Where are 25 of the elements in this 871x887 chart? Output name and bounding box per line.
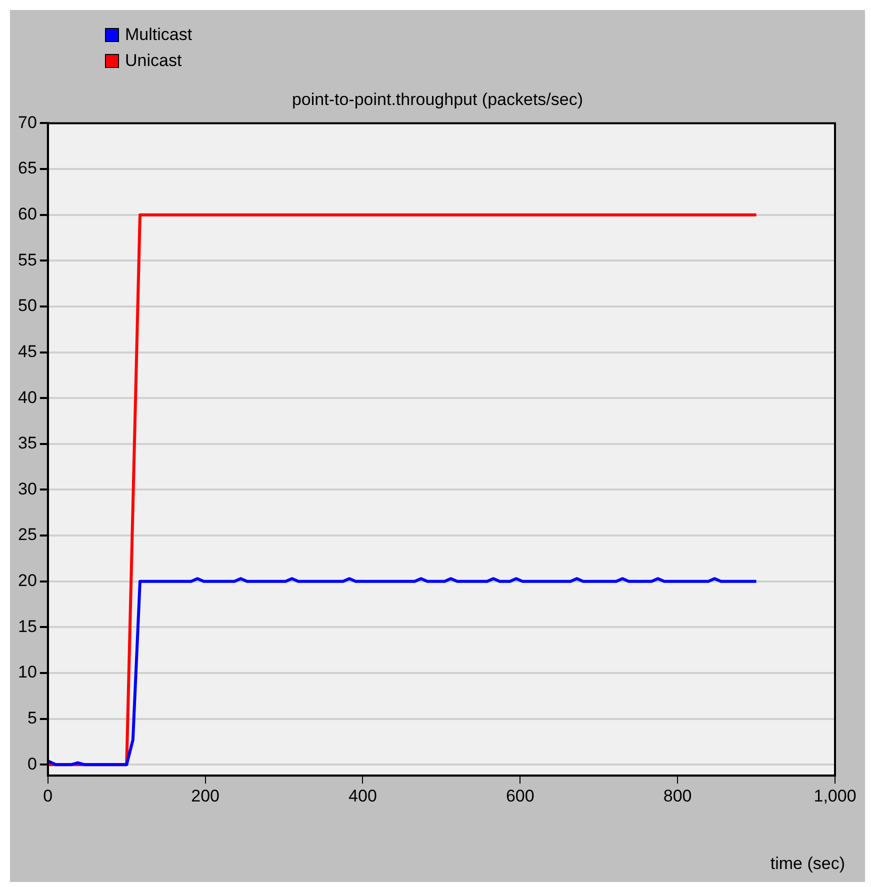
- y-tick-label: 0: [27, 754, 37, 774]
- y-tick-label: 10: [18, 662, 37, 682]
- y-tick-label: 15: [18, 616, 37, 636]
- y-tick-label: 70: [18, 112, 37, 132]
- y-tick-label: 55: [18, 250, 37, 270]
- x-tick-label: 1,000: [814, 786, 856, 806]
- y-tick-label: 65: [18, 158, 37, 178]
- x-tick-label: 0: [43, 786, 53, 806]
- x-axis-title: time (sec): [770, 854, 845, 874]
- chart-title: point-to-point.throughput (packets/sec): [290, 90, 584, 110]
- y-tick-label: 30: [18, 479, 37, 498]
- y-tick-label: 40: [18, 388, 37, 407]
- x-tick-label: 400: [348, 786, 377, 806]
- legend-label: Unicast: [125, 51, 182, 71]
- x-tick-label: 600: [506, 786, 534, 806]
- y-tick-label: 45: [18, 342, 37, 361]
- y-tick-label: 25: [18, 525, 37, 544]
- legend-label: Multicast: [125, 25, 192, 45]
- y-tick-label: 20: [18, 571, 37, 590]
- y-tick-label: 50: [18, 296, 37, 316]
- x-tick-label: 800: [663, 786, 692, 806]
- y-tick-label: 35: [18, 434, 37, 453]
- y-tick-label: 60: [18, 204, 37, 224]
- x-tick-label: 200: [191, 786, 220, 806]
- y-tick-label: 5: [27, 708, 37, 728]
